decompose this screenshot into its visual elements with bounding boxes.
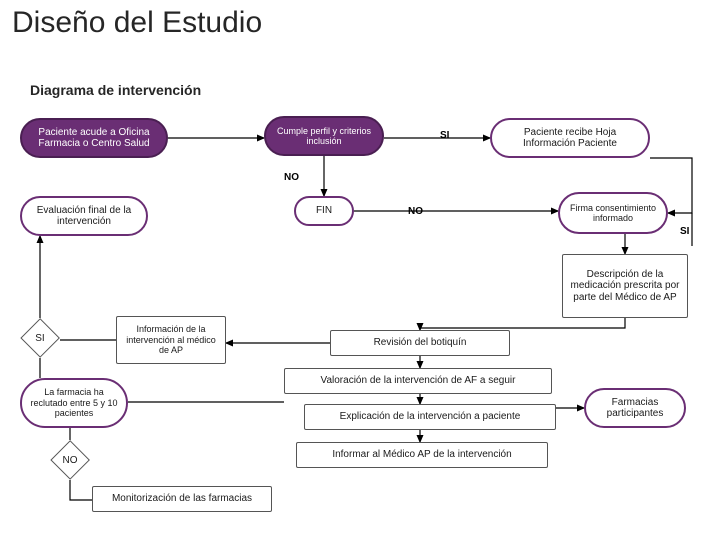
label-no2: NO — [408, 206, 423, 217]
edge-17 — [70, 480, 92, 500]
label-si2: SI — [680, 226, 689, 237]
node-consent: Firma consentimiento informado — [558, 192, 668, 234]
label-no1: NO — [284, 172, 299, 183]
node-start: Paciente acude a Oficina Farmacia o Cent… — [20, 118, 168, 158]
node-recluta: La farmacia ha reclutado entre 5 y 10 pa… — [20, 378, 128, 428]
node-si_dia: SI — [20, 318, 60, 358]
node-infomedico: Información de la intervención al médico… — [116, 316, 226, 364]
node-explic: Explicación de la intervención a pacient… — [304, 404, 556, 430]
page-title: Diseño del Estudio — [12, 6, 262, 40]
node-monitor: Monitorización de las farmacias — [92, 486, 272, 512]
node-eval: Evaluación final de la intervención — [20, 196, 148, 236]
node-criterios: Cumple perfil y criterios inclusión — [264, 116, 384, 156]
label-si1: SI — [440, 130, 449, 141]
node-revbot: Revisión del botiquín — [330, 330, 510, 356]
node-no_dia: NO — [50, 440, 90, 480]
page-subtitle: Diagrama de intervención — [30, 82, 201, 98]
page: Diseño del Estudio Diagrama de intervenc… — [0, 0, 720, 540]
node-hoja: Paciente recibe Hoja Información Pacient… — [490, 118, 650, 158]
node-valoracion: Valoración de la intervención de AF a se… — [284, 368, 552, 394]
node-farmpart: Farmacias participantes — [584, 388, 686, 428]
node-informar: Informar al Médico AP de la intervención — [296, 442, 548, 468]
node-descr: Descripción de la medicación prescrita p… — [562, 254, 688, 318]
edge-7 — [420, 318, 625, 330]
node-fin: FIN — [294, 196, 354, 226]
